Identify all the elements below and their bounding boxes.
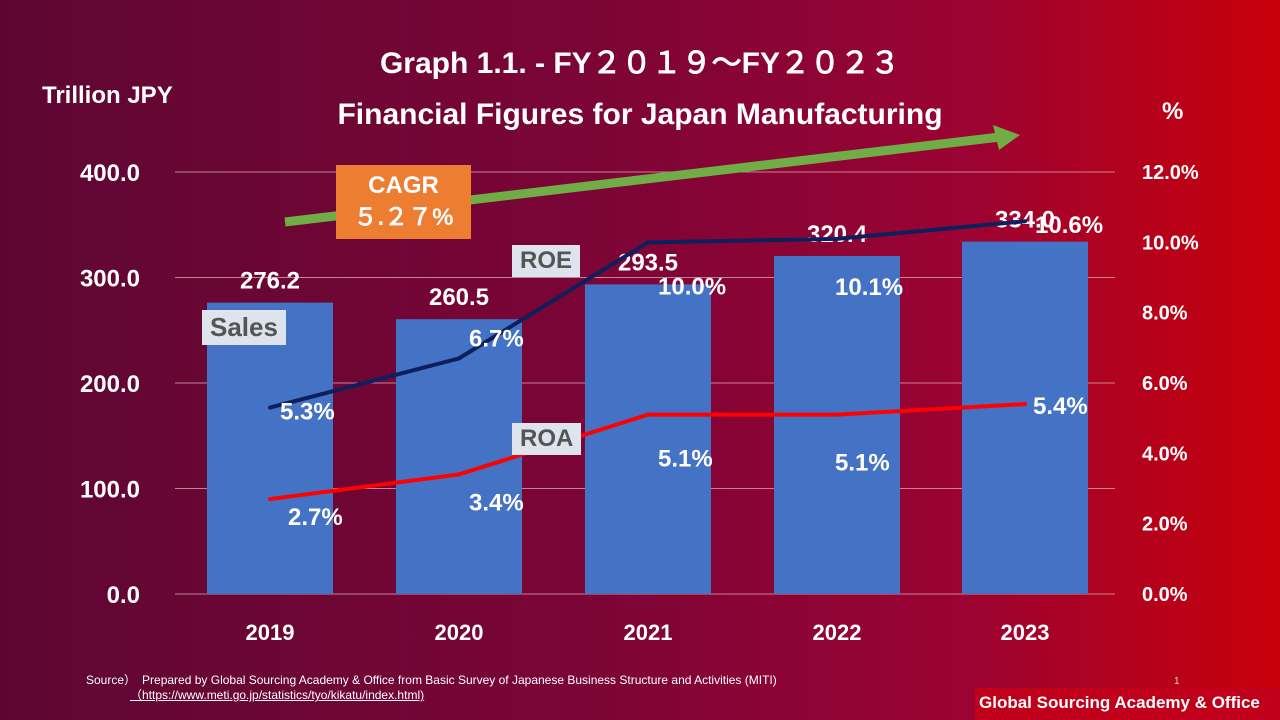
cagr-label: CAGR: [368, 172, 439, 199]
y-right-tick-label: 6.0%: [1142, 373, 1188, 395]
legend-tag-roa: ROA: [512, 423, 582, 455]
y-right-tick-label: 0.0%: [1142, 584, 1188, 606]
line-data-label-roe: 10.1%: [835, 274, 903, 301]
line-data-label-roa: 2.7%: [288, 504, 343, 531]
chart-title-line1: Graph 1.1. - FY２０１９～FY２０２３: [379, 47, 901, 80]
x-tick-label: 2023: [1001, 620, 1050, 645]
y-right-tick-label: 2.0%: [1142, 514, 1188, 536]
y-right-tick-label: 4.0%: [1142, 443, 1188, 465]
footer-brand: Global Sourcing Academy & Office: [975, 688, 1280, 720]
legend-tag-roe: ROE: [512, 245, 581, 277]
point-roa: [268, 497, 272, 502]
line-data-label-roa: 5.4%: [1033, 393, 1088, 420]
y-right-tick-label: 8.0%: [1142, 303, 1188, 325]
line-data-label-roe: 5.3%: [280, 399, 335, 426]
y-left-tick-label: 100.0: [80, 477, 140, 504]
bar-sales-2023: [962, 241, 1088, 594]
bar-sales-2020: [396, 319, 522, 594]
x-tick-label: 2019: [246, 620, 295, 645]
bar-data-label: 276.2: [240, 268, 300, 295]
cagr-arrow-head: [993, 125, 1020, 150]
point-roa: [457, 472, 461, 477]
line-data-label-roa: 5.1%: [658, 446, 713, 473]
source-link[interactable]: （https://www.meti.go.jp/statistics/tyo/k…: [130, 688, 425, 702]
point-roe: [457, 356, 461, 361]
y-right-axis-label: %: [1162, 98, 1184, 125]
line-data-label-roe: 10.6%: [1035, 212, 1103, 239]
y-left-tick-label: 300.0: [80, 266, 140, 293]
x-tick-label: 2022: [813, 620, 862, 645]
bar-data-label: 320.4: [807, 221, 868, 248]
point-roa: [646, 412, 650, 417]
point-roe: [835, 236, 839, 241]
source-note: Source） Prepared by Global Sourcing Acad…: [86, 673, 777, 687]
bar-data-label: 260.5: [429, 284, 489, 311]
bar-sales-2022: [774, 255, 900, 594]
line-data-label-roa: 3.4%: [469, 489, 524, 516]
line-data-label-roe: 10.0%: [658, 273, 726, 300]
page-number: 1: [1174, 676, 1180, 687]
point-roa: [835, 412, 839, 417]
legend-tag-sales: Sales: [202, 310, 286, 345]
bar-sales-2021: [585, 284, 711, 594]
y-left-tick-label: 200.0: [80, 371, 140, 398]
point-roa: [1023, 402, 1027, 407]
y-right-tick-label: 12.0%: [1142, 162, 1199, 184]
line-data-label-roe: 6.7%: [469, 325, 524, 352]
point-roe: [268, 405, 272, 410]
chart-title-line2: Financial Figures for Japan Manufacturin…: [337, 98, 943, 131]
y-left-tick-label: 0.0: [107, 582, 140, 609]
y-right-tick-label: 10.0%: [1142, 232, 1199, 254]
y-left-axis-label: Trillion JPY: [42, 82, 173, 109]
y-left-tick-label: 400.0: [80, 160, 140, 187]
cagr-value: ５.２７%: [353, 204, 454, 231]
cagr-box: CAGR ５.２７%: [336, 165, 471, 239]
point-roe: [646, 240, 650, 245]
x-tick-label: 2021: [624, 620, 673, 645]
bar-sales-2019: [207, 302, 333, 594]
point-roe: [1023, 219, 1027, 224]
x-tick-label: 2020: [435, 620, 484, 645]
line-data-label-roa: 5.1%: [835, 450, 890, 477]
